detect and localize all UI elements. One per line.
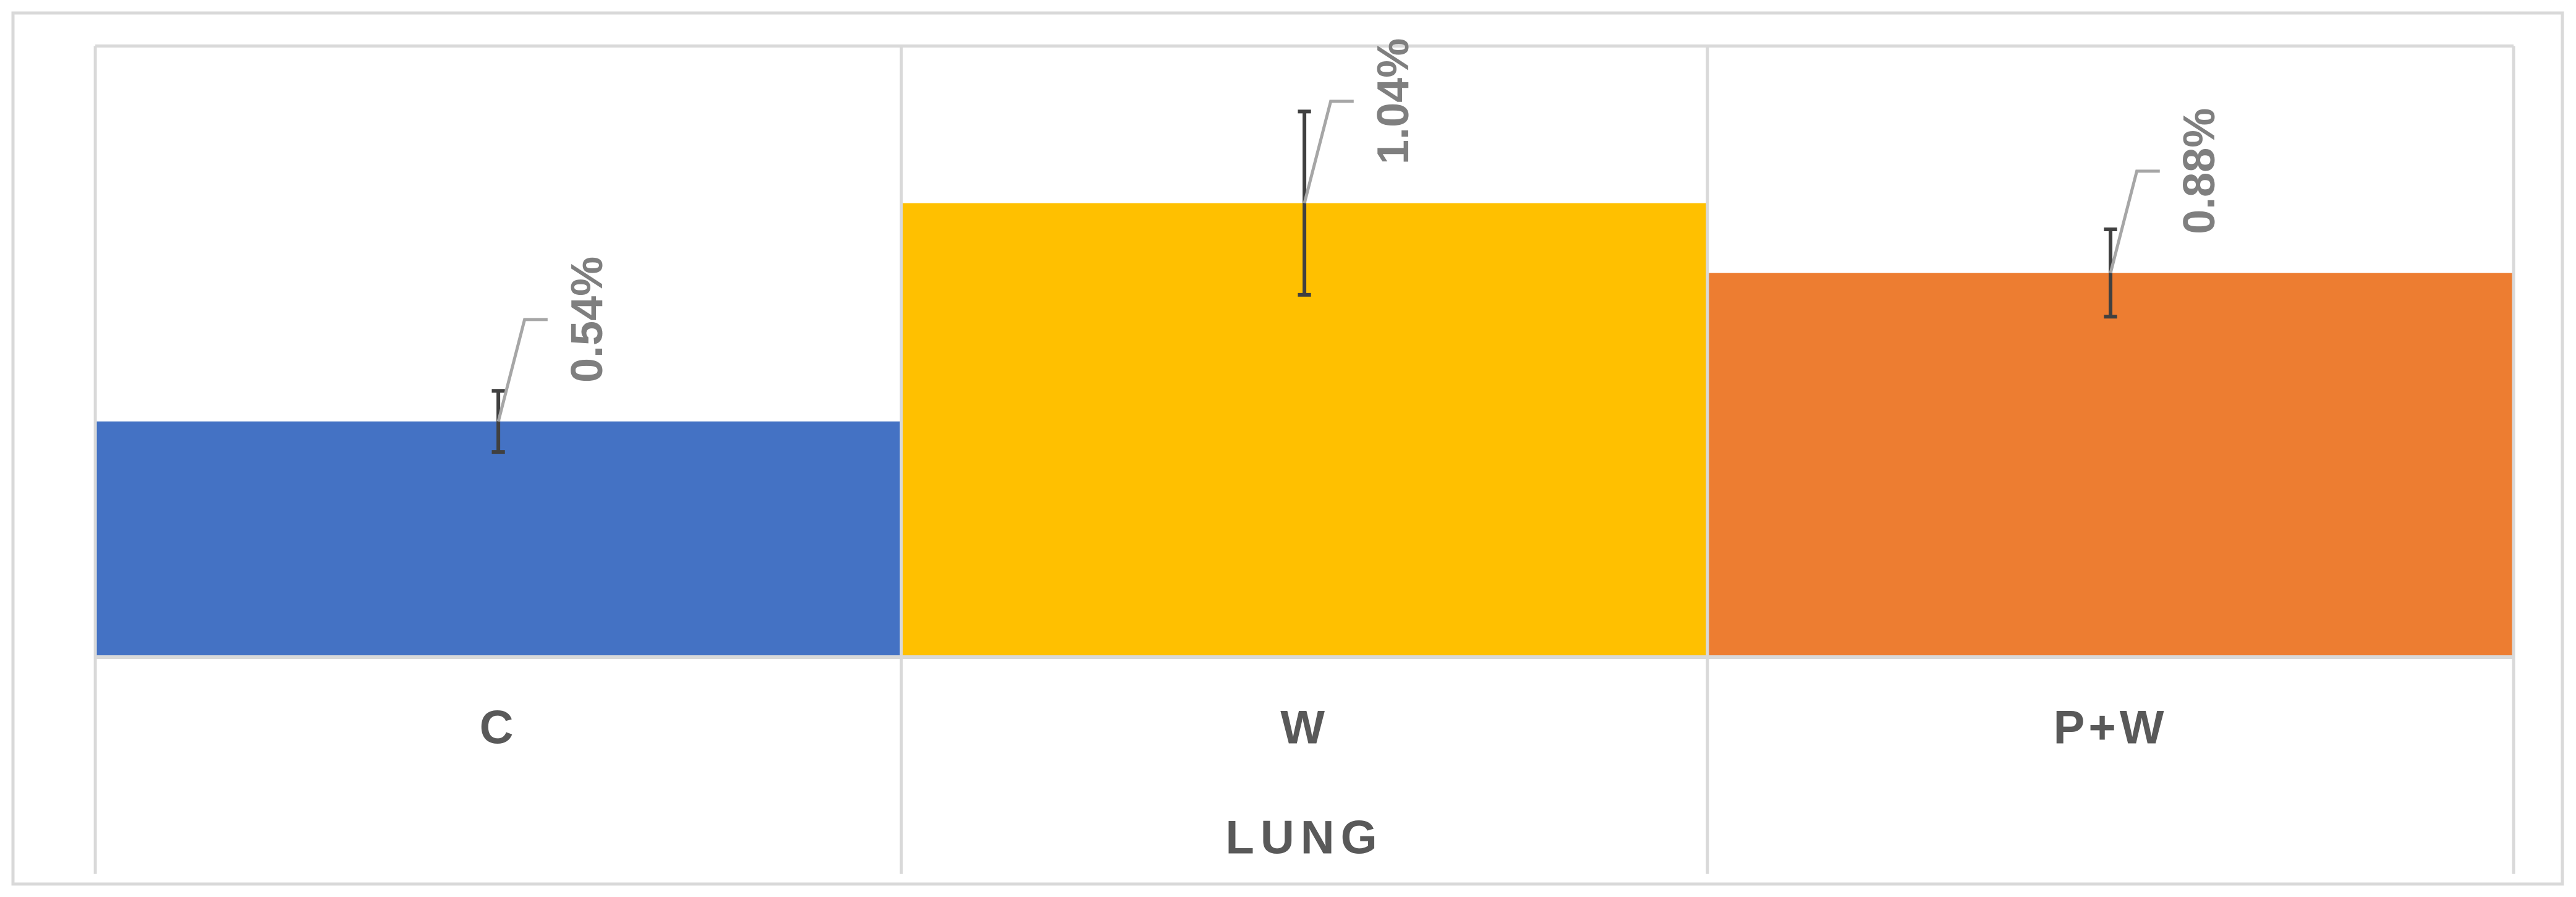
bar [95,421,902,658]
x-tick-label: W [1280,702,1328,754]
bar [1707,273,2514,658]
value-label: 1.04% [1369,38,1418,164]
x-axis-title: LUNG [1225,812,1383,864]
x-tick-label: P+W [2054,702,2168,754]
value-label: 0.88% [2175,108,2224,234]
leader-line [496,318,548,422]
x-tick-label: C [480,702,517,754]
value-label: 0.54% [563,257,612,383]
leader-line [1303,100,1354,204]
leader-line [2109,169,2160,274]
